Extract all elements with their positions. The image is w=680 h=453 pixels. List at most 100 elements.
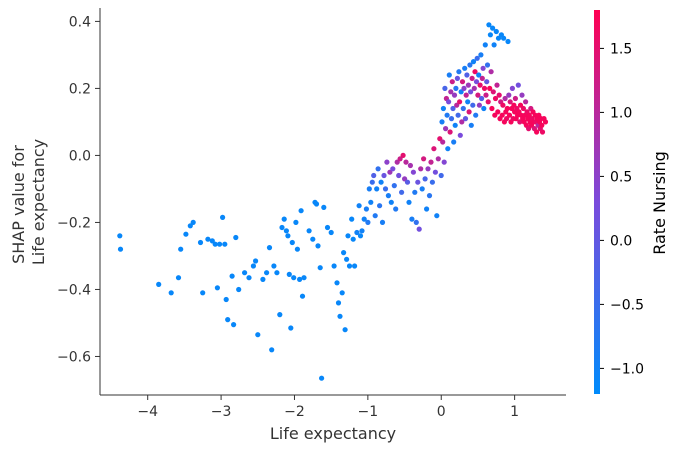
- data-point: [277, 312, 283, 318]
- data-point: [458, 89, 464, 95]
- data-point: [222, 241, 228, 247]
- data-point: [214, 285, 220, 291]
- data-point: [443, 126, 449, 132]
- data-point: [534, 129, 540, 135]
- data-point: [410, 169, 416, 175]
- data-point: [264, 270, 270, 276]
- data-point: [397, 156, 403, 162]
- data-point: [271, 263, 277, 269]
- data-point: [298, 208, 304, 214]
- data-point: [488, 69, 494, 75]
- data-point: [509, 85, 515, 91]
- data-point: [460, 105, 466, 112]
- data-point: [242, 270, 248, 276]
- data-point: [117, 233, 123, 239]
- data-point: [390, 166, 396, 172]
- data-point: [279, 224, 285, 231]
- data-point: [344, 256, 350, 262]
- data-point: [490, 89, 496, 95]
- data-point: [345, 233, 351, 239]
- data-point: [349, 216, 355, 222]
- data-point: [539, 122, 545, 128]
- data-point: [396, 172, 402, 179]
- data-point: [450, 105, 456, 112]
- data-point: [421, 156, 427, 162]
- data-point: [293, 219, 299, 225]
- data-point: [515, 82, 521, 88]
- data-point: [317, 265, 323, 271]
- data-point: [342, 327, 348, 333]
- data-point: [495, 35, 502, 41]
- data-point: [459, 79, 466, 85]
- data-point: [387, 169, 393, 175]
- data-point: [451, 139, 457, 145]
- data-point: [217, 241, 223, 247]
- data-point: [341, 250, 347, 256]
- data-point: [288, 325, 294, 331]
- x-axis-ticks: −4 −3 −2 −1 0 1: [137, 395, 519, 420]
- data-point: [473, 79, 480, 85]
- data-point: [491, 42, 497, 48]
- data-point: [391, 183, 397, 189]
- data-point: [335, 300, 342, 306]
- data-point: [369, 179, 375, 185]
- data-point: [368, 199, 374, 205]
- data-point: [490, 25, 496, 31]
- scatter-points: [117, 22, 549, 381]
- data-point: [426, 193, 433, 199]
- data-point: [457, 132, 463, 138]
- data-point: [223, 296, 229, 303]
- data-point: [399, 189, 405, 195]
- colorbar-tick-label: −0.5: [610, 297, 644, 313]
- data-point: [444, 112, 450, 118]
- y-axis-label: SHAP value for Life expectancy: [9, 139, 48, 265]
- x-tick-label: −3: [211, 404, 232, 420]
- data-point: [506, 92, 512, 98]
- data-point: [352, 263, 358, 269]
- data-point: [324, 224, 331, 231]
- data-point: [337, 313, 343, 319]
- data-point: [486, 22, 492, 28]
- data-point: [178, 246, 184, 252]
- data-point: [456, 69, 462, 75]
- data-point: [463, 92, 469, 98]
- data-point: [117, 246, 124, 252]
- data-point: [487, 32, 493, 38]
- data-point: [366, 186, 372, 192]
- data-point: [404, 179, 411, 185]
- data-point: [449, 79, 455, 85]
- data-point: [459, 119, 465, 125]
- x-tick-label: 0: [437, 404, 446, 420]
- data-point: [485, 99, 491, 105]
- data-point: [409, 216, 415, 222]
- data-point: [465, 82, 471, 88]
- y-tick-label: 0.4: [69, 14, 91, 30]
- data-point: [415, 179, 421, 185]
- colorbar-tick-label: 0.0: [610, 233, 632, 249]
- data-point: [480, 65, 486, 71]
- data-point: [403, 159, 409, 165]
- data-point: [331, 263, 337, 269]
- data-point: [500, 102, 506, 108]
- data-point: [494, 82, 500, 88]
- data-point: [281, 216, 287, 222]
- data-point: [229, 273, 235, 279]
- data-point: [339, 290, 345, 296]
- data-point: [225, 317, 231, 323]
- data-point: [200, 290, 206, 296]
- data-point: [429, 179, 435, 185]
- data-point: [372, 213, 378, 219]
- data-point: [363, 206, 369, 212]
- data-point: [438, 172, 444, 179]
- data-point: [205, 236, 211, 242]
- data-point: [495, 109, 501, 115]
- data-point: [356, 203, 362, 209]
- data-point: [526, 112, 532, 118]
- data-point: [472, 69, 478, 75]
- data-point: [479, 75, 485, 81]
- data-point: [274, 270, 280, 276]
- data-point: [321, 204, 327, 210]
- data-point: [477, 82, 483, 88]
- data-point: [479, 95, 485, 102]
- data-point: [431, 146, 437, 152]
